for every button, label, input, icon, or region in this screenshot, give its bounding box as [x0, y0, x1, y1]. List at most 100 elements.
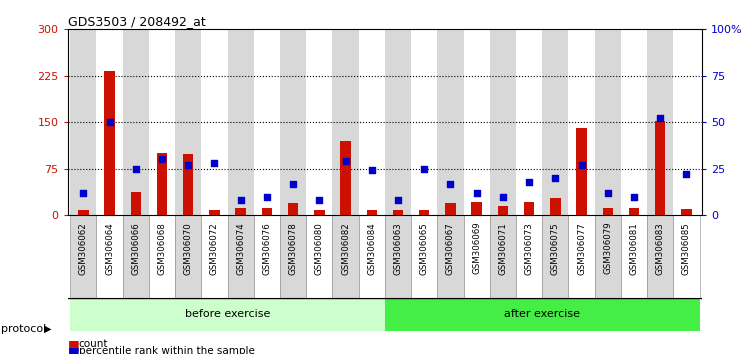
Point	[130, 166, 142, 171]
Bar	[576, 128, 587, 215]
Text: GSM306064: GSM306064	[105, 222, 114, 275]
Text: GSM306071: GSM306071	[499, 222, 508, 275]
Text: GSM306079: GSM306079	[603, 222, 612, 274]
FancyBboxPatch shape	[490, 215, 516, 298]
Text: GSM306075: GSM306075	[550, 222, 559, 275]
Point	[523, 179, 535, 184]
Text: GSM306083: GSM306083	[656, 222, 665, 275]
Bar	[78, 210, 89, 215]
Point	[628, 194, 640, 199]
Point	[234, 198, 246, 203]
Bar	[595, 29, 621, 215]
Text: GSM306065: GSM306065	[420, 222, 429, 275]
Bar	[366, 210, 377, 215]
Bar	[385, 298, 700, 331]
Bar	[385, 29, 411, 215]
Text: GSM306074: GSM306074	[236, 222, 245, 275]
FancyBboxPatch shape	[201, 215, 228, 298]
Bar	[550, 198, 560, 215]
Text: GSM306085: GSM306085	[682, 222, 691, 275]
Bar	[235, 208, 246, 215]
Bar	[314, 210, 324, 215]
Bar	[674, 29, 700, 215]
Bar	[306, 29, 333, 215]
Point	[339, 158, 351, 164]
FancyBboxPatch shape	[306, 215, 333, 298]
Bar	[393, 210, 403, 215]
Text: ■: ■	[68, 345, 80, 354]
Text: GSM306072: GSM306072	[210, 222, 219, 275]
FancyBboxPatch shape	[674, 215, 700, 298]
Text: GSM306076: GSM306076	[262, 222, 271, 275]
Bar	[490, 29, 516, 215]
Point	[654, 115, 666, 121]
Bar	[472, 201, 482, 215]
Bar	[280, 29, 306, 215]
FancyBboxPatch shape	[175, 215, 201, 298]
Text: GSM306082: GSM306082	[341, 222, 350, 275]
FancyBboxPatch shape	[70, 215, 96, 298]
Point	[602, 190, 614, 196]
FancyBboxPatch shape	[149, 215, 175, 298]
Point	[287, 181, 299, 186]
Text: GSM306063: GSM306063	[394, 222, 403, 275]
Point	[497, 194, 509, 199]
Point	[104, 119, 116, 125]
Bar	[655, 121, 665, 215]
FancyBboxPatch shape	[385, 215, 411, 298]
FancyBboxPatch shape	[647, 215, 674, 298]
Point	[261, 194, 273, 199]
FancyBboxPatch shape	[122, 215, 149, 298]
Point	[549, 175, 561, 181]
Text: count: count	[79, 339, 108, 349]
Bar	[516, 29, 542, 215]
Bar	[228, 29, 254, 215]
Bar	[411, 29, 437, 215]
Bar	[131, 192, 141, 215]
Text: GSM306073: GSM306073	[525, 222, 534, 275]
Point	[680, 171, 692, 177]
FancyBboxPatch shape	[463, 215, 490, 298]
Bar	[647, 29, 674, 215]
Point	[418, 166, 430, 171]
Text: GSM306068: GSM306068	[158, 222, 167, 275]
Point	[366, 168, 378, 173]
FancyBboxPatch shape	[359, 215, 385, 298]
Text: percentile rank within the sample: percentile rank within the sample	[79, 346, 255, 354]
Point	[77, 190, 89, 196]
Bar	[542, 29, 569, 215]
Text: after exercise: after exercise	[504, 309, 581, 319]
Point	[471, 190, 483, 196]
Bar	[524, 201, 535, 215]
Bar	[602, 208, 613, 215]
FancyBboxPatch shape	[228, 215, 254, 298]
Point	[209, 160, 221, 166]
FancyBboxPatch shape	[516, 215, 542, 298]
Text: GSM306062: GSM306062	[79, 222, 88, 275]
Point	[445, 181, 457, 186]
Text: GSM306081: GSM306081	[629, 222, 638, 275]
Point	[182, 162, 195, 168]
Bar	[629, 208, 639, 215]
Bar	[175, 29, 201, 215]
Bar	[463, 29, 490, 215]
Text: GDS3503 / 208492_at: GDS3503 / 208492_at	[68, 15, 205, 28]
Bar	[122, 29, 149, 215]
Bar	[437, 29, 463, 215]
Text: GSM306077: GSM306077	[577, 222, 586, 275]
FancyBboxPatch shape	[411, 215, 437, 298]
Point	[156, 156, 168, 162]
Point	[575, 162, 587, 168]
Bar	[681, 209, 692, 215]
Bar	[201, 29, 228, 215]
Bar	[333, 29, 359, 215]
Text: GSM306078: GSM306078	[288, 222, 297, 275]
Text: GSM306080: GSM306080	[315, 222, 324, 275]
Bar	[419, 210, 430, 215]
FancyBboxPatch shape	[96, 215, 122, 298]
Bar	[70, 29, 96, 215]
Bar	[359, 29, 385, 215]
Text: GSM306067: GSM306067	[446, 222, 455, 275]
Text: GSM306070: GSM306070	[184, 222, 193, 275]
Text: GSM306084: GSM306084	[367, 222, 376, 275]
